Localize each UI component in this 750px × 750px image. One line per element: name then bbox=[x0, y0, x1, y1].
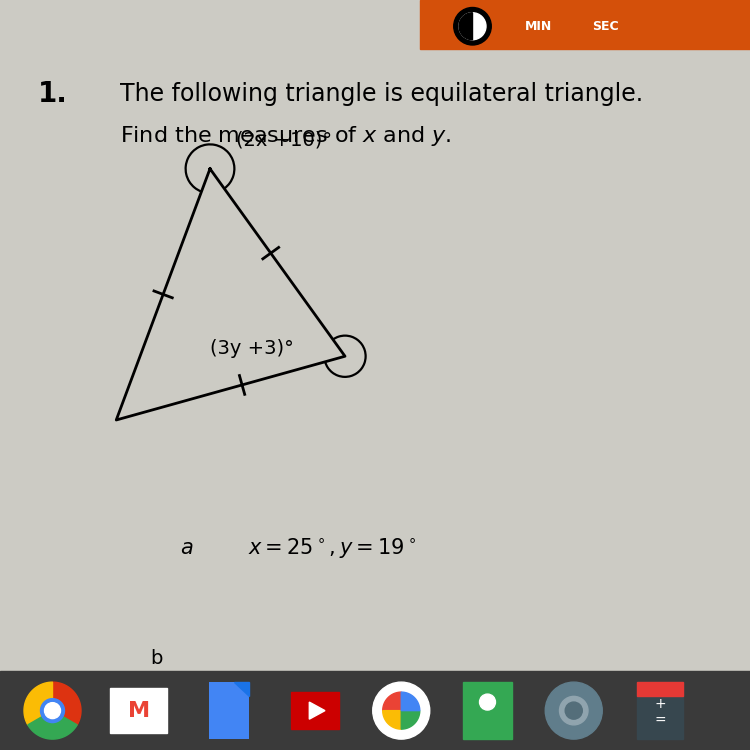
Text: Find the measures of $x$ and $\mathbf{\mathit{y}}$.: Find the measures of $x$ and $\mathbf{\m… bbox=[120, 124, 451, 148]
Circle shape bbox=[566, 702, 582, 719]
Polygon shape bbox=[53, 682, 81, 724]
Polygon shape bbox=[235, 682, 249, 696]
Polygon shape bbox=[382, 692, 401, 711]
Text: MIN: MIN bbox=[525, 20, 552, 33]
Bar bbox=[0, 671, 750, 750]
Text: (2x +10)°: (2x +10)° bbox=[236, 131, 332, 150]
Bar bbox=[110, 688, 167, 734]
Bar bbox=[464, 682, 512, 740]
Circle shape bbox=[454, 8, 491, 45]
Bar bbox=[638, 682, 682, 696]
Circle shape bbox=[373, 682, 430, 740]
Text: The following triangle is equilateral triangle.: The following triangle is equilateral tr… bbox=[120, 82, 643, 106]
Polygon shape bbox=[401, 711, 420, 729]
Text: $x = 25^\circ, y = 19^\circ$: $x = 25^\circ, y = 19^\circ$ bbox=[248, 536, 416, 560]
Polygon shape bbox=[28, 711, 77, 739]
Circle shape bbox=[560, 696, 588, 724]
Text: a: a bbox=[180, 538, 193, 557]
Polygon shape bbox=[401, 692, 420, 711]
Text: M: M bbox=[128, 700, 150, 721]
Polygon shape bbox=[24, 682, 52, 724]
Polygon shape bbox=[459, 13, 472, 40]
Text: (3y +3)°: (3y +3)° bbox=[210, 339, 294, 358]
Text: =: = bbox=[654, 713, 666, 728]
Bar bbox=[209, 682, 249, 740]
Bar bbox=[638, 682, 682, 740]
Text: SEC: SEC bbox=[592, 20, 619, 33]
Polygon shape bbox=[382, 711, 401, 729]
Circle shape bbox=[44, 703, 61, 718]
Circle shape bbox=[545, 682, 602, 740]
Bar bbox=[420, 0, 750, 49]
Text: +: + bbox=[654, 697, 666, 710]
Bar bbox=[291, 692, 339, 729]
Circle shape bbox=[40, 699, 64, 722]
Circle shape bbox=[459, 13, 486, 40]
Text: 1.: 1. bbox=[38, 80, 68, 108]
Text: b: b bbox=[150, 649, 162, 668]
Polygon shape bbox=[309, 702, 325, 719]
Circle shape bbox=[479, 694, 496, 710]
